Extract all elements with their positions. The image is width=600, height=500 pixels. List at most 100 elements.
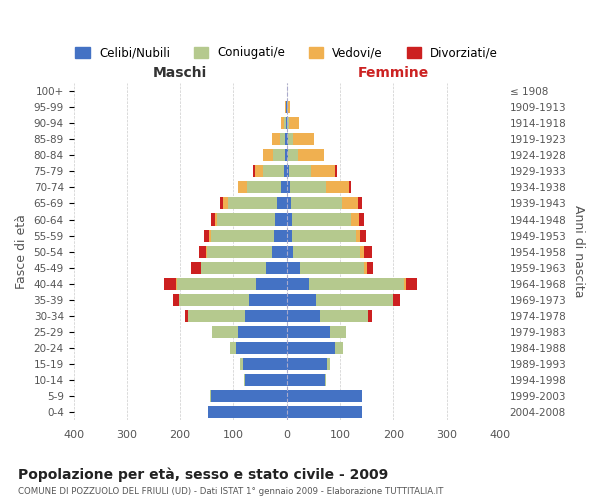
Bar xyxy=(230,342,236,354)
Bar xyxy=(404,278,406,290)
Bar xyxy=(250,294,287,306)
Bar xyxy=(272,246,287,258)
Bar xyxy=(351,214,359,226)
Bar xyxy=(287,182,290,194)
Bar xyxy=(287,326,331,338)
Bar xyxy=(341,198,358,209)
Bar xyxy=(287,117,289,129)
Bar xyxy=(335,166,337,177)
Bar xyxy=(220,198,223,209)
Bar xyxy=(204,230,209,241)
Bar xyxy=(292,214,351,226)
Legend: Celibi/Nubili, Coniugati/e, Vedovi/e, Divorziati/e: Celibi/Nubili, Coniugati/e, Vedovi/e, Di… xyxy=(71,42,503,64)
Bar xyxy=(367,262,373,274)
Bar xyxy=(185,310,188,322)
Bar xyxy=(288,149,298,162)
Bar xyxy=(406,278,418,290)
Bar xyxy=(287,342,335,354)
Bar xyxy=(164,278,176,290)
Bar xyxy=(291,198,341,209)
Bar xyxy=(359,214,364,226)
Bar xyxy=(245,374,287,386)
Bar xyxy=(211,390,287,402)
Bar xyxy=(284,149,287,162)
Bar xyxy=(364,262,367,274)
Bar xyxy=(368,310,372,322)
Text: Femmine: Femmine xyxy=(358,66,429,80)
Bar xyxy=(280,133,285,145)
Bar xyxy=(311,166,335,177)
Bar xyxy=(285,133,287,145)
Bar xyxy=(287,358,327,370)
Bar xyxy=(238,326,287,338)
Bar xyxy=(327,358,330,370)
Bar xyxy=(177,278,256,290)
Text: Popolazione per età, sesso e stato civile - 2009: Popolazione per età, sesso e stato civil… xyxy=(18,468,388,482)
Bar xyxy=(212,326,238,338)
Bar xyxy=(287,310,320,322)
Bar xyxy=(316,294,394,306)
Bar xyxy=(256,278,287,290)
Bar xyxy=(223,198,228,209)
Bar xyxy=(356,230,361,241)
Bar xyxy=(255,166,263,177)
Bar xyxy=(247,182,281,194)
Bar xyxy=(288,101,290,113)
Bar xyxy=(287,294,316,306)
Bar xyxy=(207,246,272,258)
Bar xyxy=(287,374,325,386)
Bar xyxy=(349,182,351,194)
Bar xyxy=(236,342,287,354)
Bar xyxy=(309,278,404,290)
Bar xyxy=(358,198,362,209)
Bar xyxy=(361,230,365,241)
Bar xyxy=(263,166,284,177)
Bar xyxy=(215,214,217,226)
Bar xyxy=(202,262,266,274)
Bar xyxy=(188,310,245,322)
Bar xyxy=(209,230,211,241)
Bar xyxy=(266,262,287,274)
Bar xyxy=(199,246,206,258)
Bar xyxy=(243,358,287,370)
Bar xyxy=(173,294,179,306)
Bar xyxy=(287,246,293,258)
Bar xyxy=(217,214,275,226)
Bar xyxy=(208,406,287,418)
Text: COMUNE DI POZZUOLO DEL FRIULI (UD) - Dati ISTAT 1° gennaio 2009 - Elaborazione T: COMUNE DI POZZUOLO DEL FRIULI (UD) - Dat… xyxy=(18,488,443,496)
Bar xyxy=(287,230,292,241)
Bar xyxy=(325,374,326,386)
Bar xyxy=(284,101,286,113)
Bar xyxy=(293,133,314,145)
Y-axis label: Anni di nascita: Anni di nascita xyxy=(572,206,585,298)
Bar xyxy=(277,198,287,209)
Bar xyxy=(284,117,286,129)
Bar xyxy=(263,149,273,162)
Bar xyxy=(228,198,277,209)
Bar xyxy=(287,149,288,162)
Bar xyxy=(176,278,177,290)
Bar xyxy=(360,246,364,258)
Bar xyxy=(320,310,368,322)
Bar xyxy=(364,246,372,258)
Bar xyxy=(287,390,362,402)
Bar xyxy=(287,101,288,113)
Bar xyxy=(244,374,245,386)
Bar xyxy=(289,166,311,177)
Bar xyxy=(287,278,309,290)
Bar xyxy=(245,310,287,322)
Bar xyxy=(326,182,349,194)
Bar xyxy=(179,294,250,306)
Bar xyxy=(281,117,284,129)
Bar xyxy=(293,246,360,258)
Bar xyxy=(274,230,287,241)
Bar xyxy=(292,230,356,241)
Bar xyxy=(287,133,288,145)
Bar xyxy=(335,342,343,354)
Bar xyxy=(206,246,207,258)
Bar xyxy=(288,133,293,145)
Bar xyxy=(211,230,274,241)
Text: Maschi: Maschi xyxy=(153,66,207,80)
Bar xyxy=(287,166,289,177)
Bar xyxy=(241,358,243,370)
